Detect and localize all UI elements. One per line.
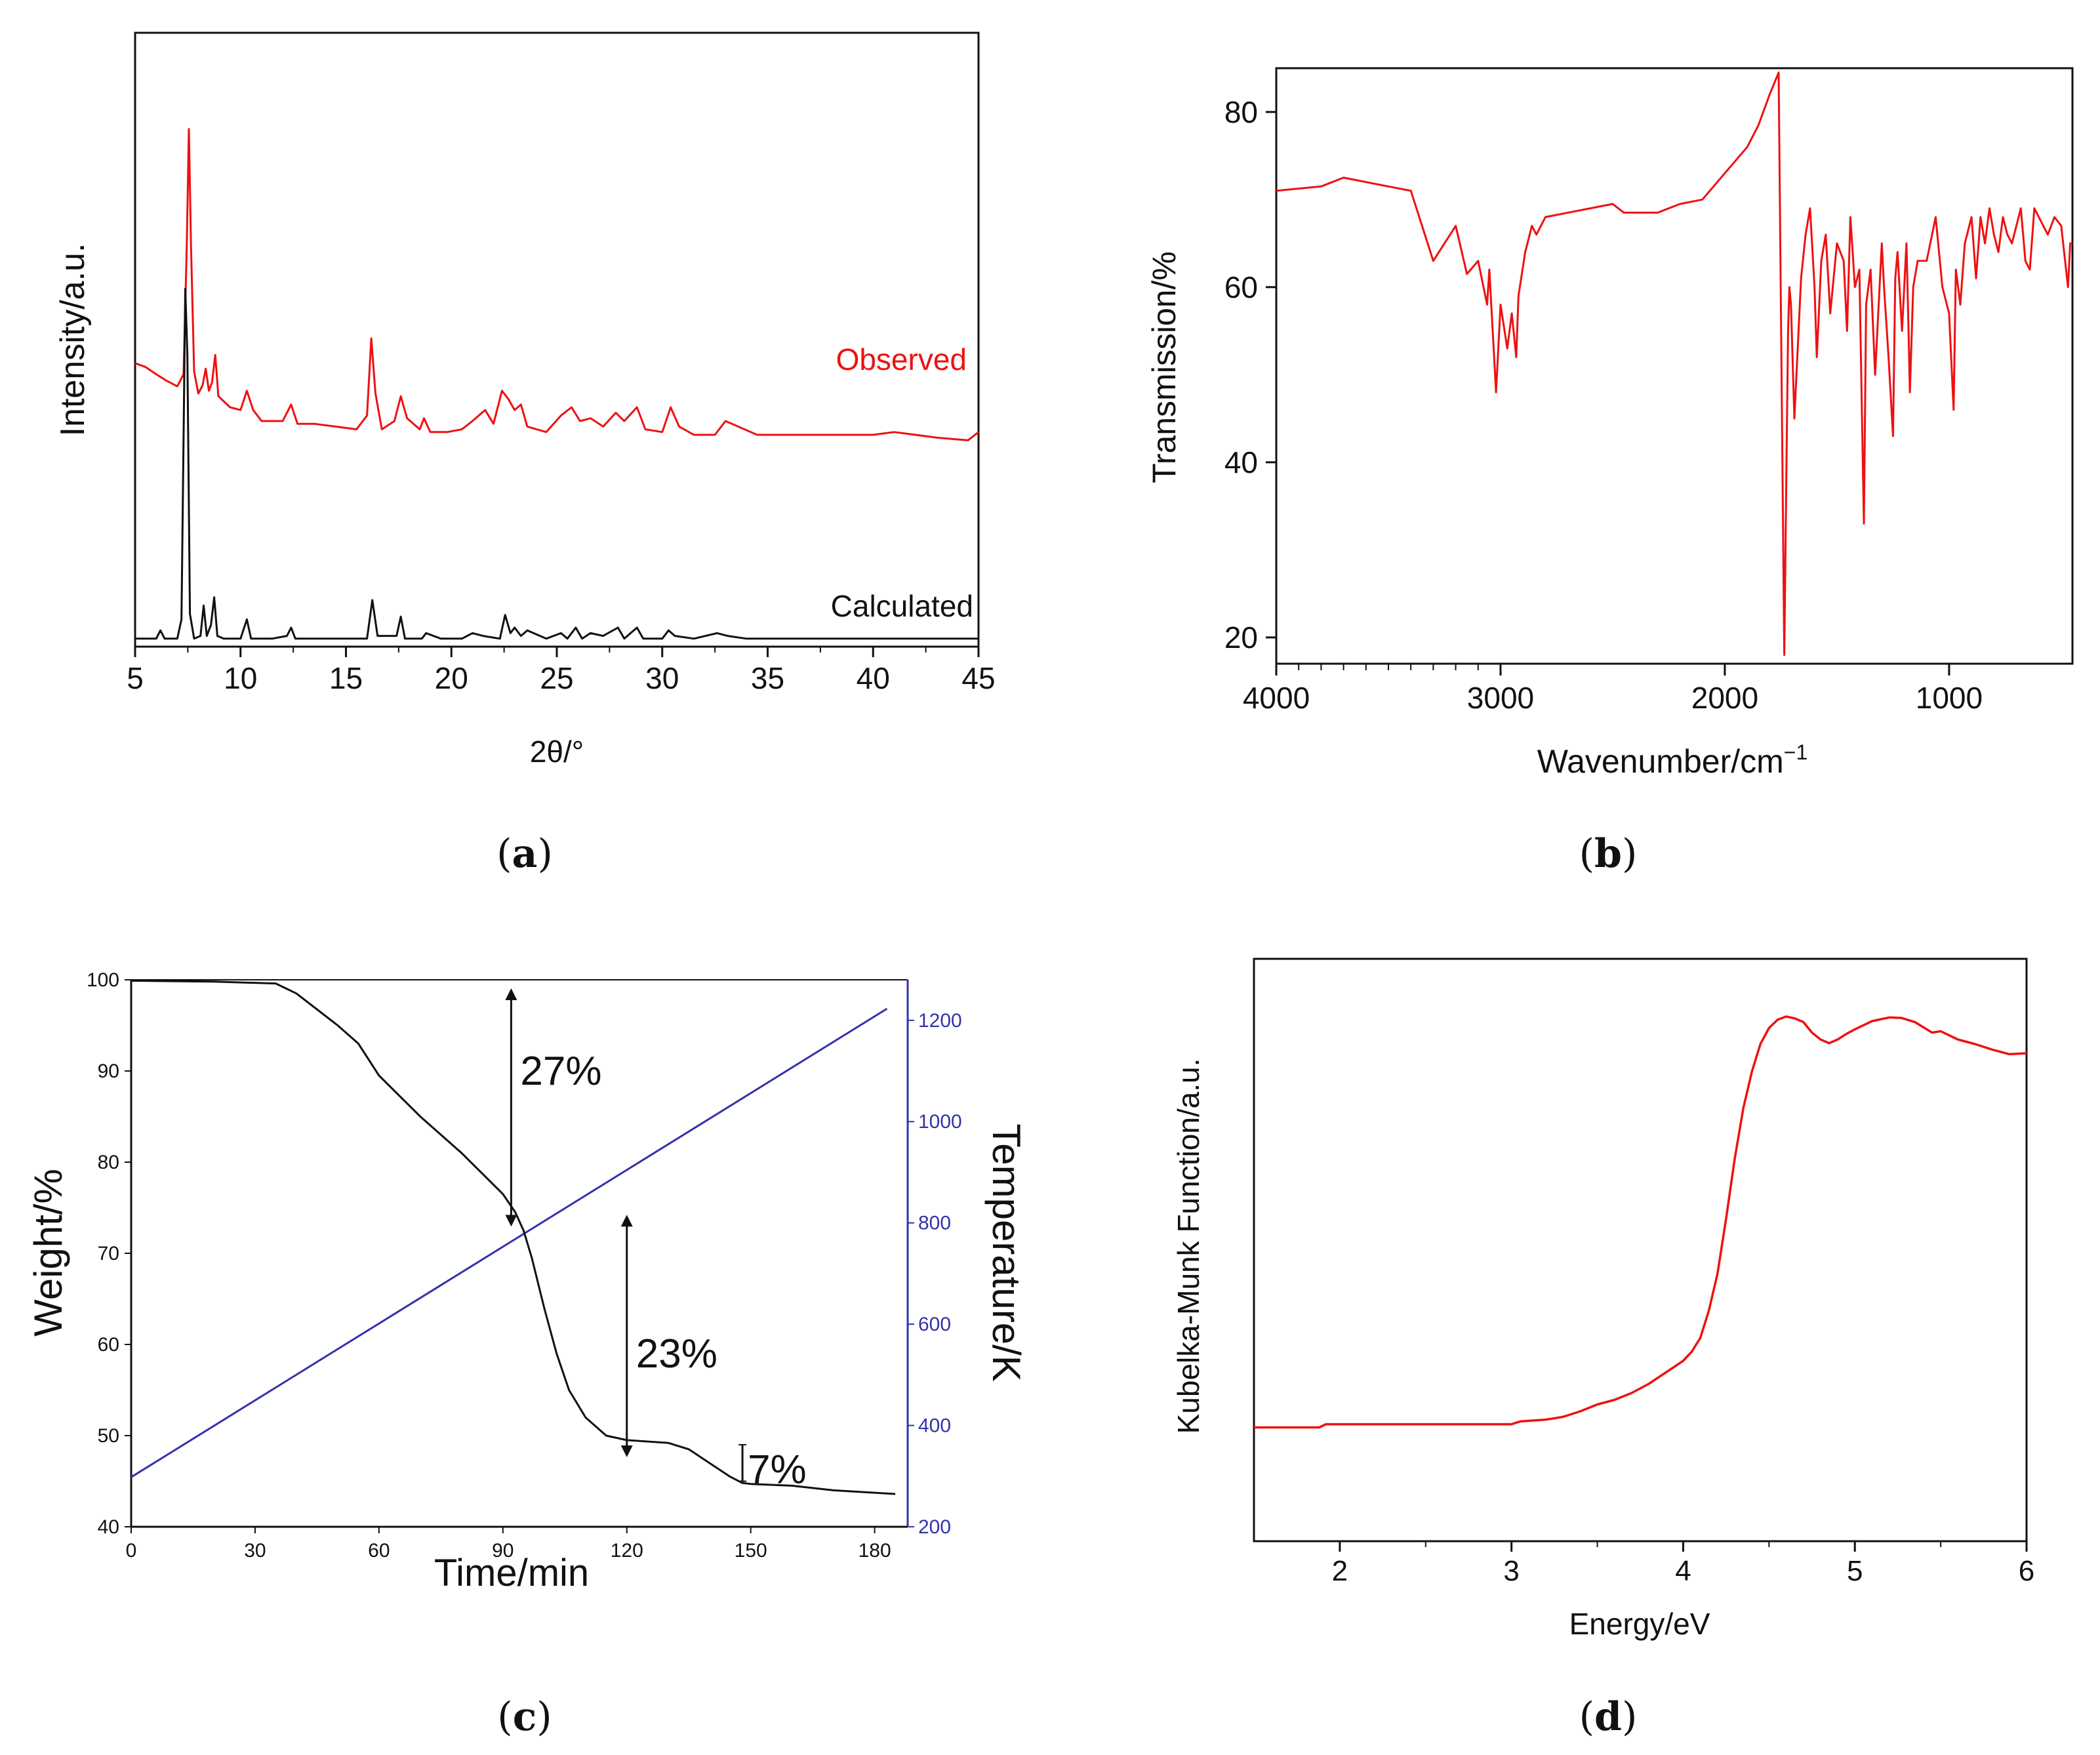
- axis-ticks: 4000 3000 2000 1000 20 40 60 80: [1224, 95, 1983, 715]
- axis-ticks: 0 30 60 90 120 150 180 40 50 60 70 80 90 100 200 400 600…: [87, 969, 962, 1562]
- series-layer: [1276, 71, 2072, 656]
- x-tick-label: 150: [735, 1540, 767, 1562]
- panel-label-c: (c): [497, 1694, 552, 1740]
- series-temperature: [131, 1007, 888, 1478]
- panel-b-ir-chart: 4000 3000 2000 1000 20 40 60 80 Wavenumber/cm−1…: [1146, 67, 2074, 877]
- y2-tick-label: 1000: [918, 1111, 962, 1133]
- x-tick-label: 90: [492, 1540, 514, 1562]
- panel-d-uvvis-chart: 2 3 4 5 6 Energy/eV Kubelka-Munk Function/a.…: [1171, 958, 2034, 1740]
- x-tick-label: 180: [858, 1540, 891, 1562]
- y-axis-label: Kubelka-Munk Function/a.u.: [1171, 1059, 1205, 1434]
- series-weight: [131, 979, 896, 1495]
- x-tick-label: 20: [435, 661, 468, 695]
- x-axis-label: Energy/eV: [1569, 1607, 1710, 1641]
- y-tick-label: 70: [98, 1243, 119, 1264]
- x-tick-label: 1000: [1916, 681, 1983, 715]
- x-axis-label: 2θ/°: [530, 735, 584, 769]
- y-tick-label: 50: [98, 1425, 119, 1447]
- series-calculated: [135, 287, 979, 640]
- annotation-23-percent: 23%: [636, 1331, 717, 1377]
- series-kubelka-munk: [1254, 1015, 2027, 1429]
- y-axis-label: Intensity/a.u.: [54, 243, 92, 437]
- panel-label-d: (d): [1579, 1694, 1638, 1740]
- x-tick-label: 15: [329, 661, 363, 695]
- series-observed: [134, 128, 979, 441]
- y-tick-label: 100: [87, 969, 119, 991]
- panel-label-a: (a): [496, 831, 553, 877]
- x-tick-label: 5: [1847, 1555, 1863, 1587]
- y-tick-label: 60: [98, 1334, 119, 1356]
- x-tick-label: 25: [540, 661, 573, 695]
- y-axis-label: Weight/%: [26, 1169, 70, 1337]
- x-tick-label: 0: [126, 1540, 137, 1562]
- y-tick-label: 40: [1224, 445, 1258, 479]
- y2-tick-label: 400: [918, 1415, 951, 1437]
- x-tick-label: 10: [224, 661, 257, 695]
- x-tick-label: 3: [1503, 1555, 1519, 1587]
- x-tick-label: 5: [127, 661, 144, 695]
- y2-tick-label: 1200: [918, 1010, 962, 1032]
- calculated-label: Calculated: [831, 589, 973, 623]
- x-axis-label: Wavenumber/cm−1: [1537, 740, 1808, 780]
- x-tick-label: 2000: [1691, 681, 1758, 715]
- x-tick-label: 30: [244, 1540, 266, 1562]
- y-tick-label: 80: [1224, 95, 1258, 129]
- y-tick-label: 40: [98, 1516, 119, 1538]
- x-axis-label: Time/min: [434, 1552, 589, 1594]
- panel-a-xrd-chart: 5 10 15 20 25 30 35 40 45 Observed Calculated 2θ…: [54, 31, 996, 877]
- plot-frame: [1275, 67, 2074, 665]
- x-tick-label: 30: [645, 661, 679, 695]
- panel-c-tga-chart: 0 30 60 90 120 150 180 40 50 60 70 80 90 100 200 400 600…: [26, 969, 1028, 1740]
- y2-tick-label: 200: [918, 1516, 951, 1538]
- x-tick-label: 2: [1332, 1555, 1348, 1587]
- series-ir-spectrum: [1276, 71, 2072, 656]
- x-tick-label: 120: [611, 1540, 643, 1562]
- axis-ticks: 2 3 4 5 6: [1332, 1541, 2034, 1587]
- annotation-7-percent: 7%: [748, 1447, 807, 1492]
- x-tick-label: 40: [857, 661, 890, 695]
- annotation-27-percent: 27%: [520, 1049, 601, 1094]
- y2-tick-label: 800: [918, 1213, 951, 1234]
- y-tick-label: 60: [1224, 270, 1258, 304]
- x-tick-label: 4000: [1243, 681, 1310, 715]
- x-tick-label: 4: [1675, 1555, 1691, 1587]
- mass-loss-annotations: 27% 23% 7%: [505, 988, 807, 1492]
- x-tick-label: 6: [2019, 1555, 2034, 1587]
- plot-frame: [1253, 958, 2028, 1543]
- series-layer: [131, 979, 896, 1495]
- y-tick-label: 80: [98, 1152, 119, 1173]
- panel-label-b: (b): [1579, 831, 1638, 877]
- y2-tick-label: 600: [918, 1314, 951, 1335]
- x-axis-ticks: 5 10 15 20 25 30 35 40 45: [127, 647, 996, 695]
- series-layer: [134, 128, 979, 640]
- x-tick-label: 35: [751, 661, 784, 695]
- x-tick-label: 60: [368, 1540, 390, 1562]
- x-tick-label: 45: [961, 661, 995, 695]
- observed-label: Observed: [836, 342, 967, 376]
- y-tick-label: 20: [1224, 620, 1258, 655]
- y-tick-label: 90: [98, 1060, 119, 1082]
- y-axis-label: Transmission/%: [1146, 251, 1182, 483]
- y2-axis-label: Temperature/K: [984, 1123, 1028, 1382]
- series-layer: [1254, 1015, 2027, 1429]
- x-tick-label: 3000: [1467, 681, 1534, 715]
